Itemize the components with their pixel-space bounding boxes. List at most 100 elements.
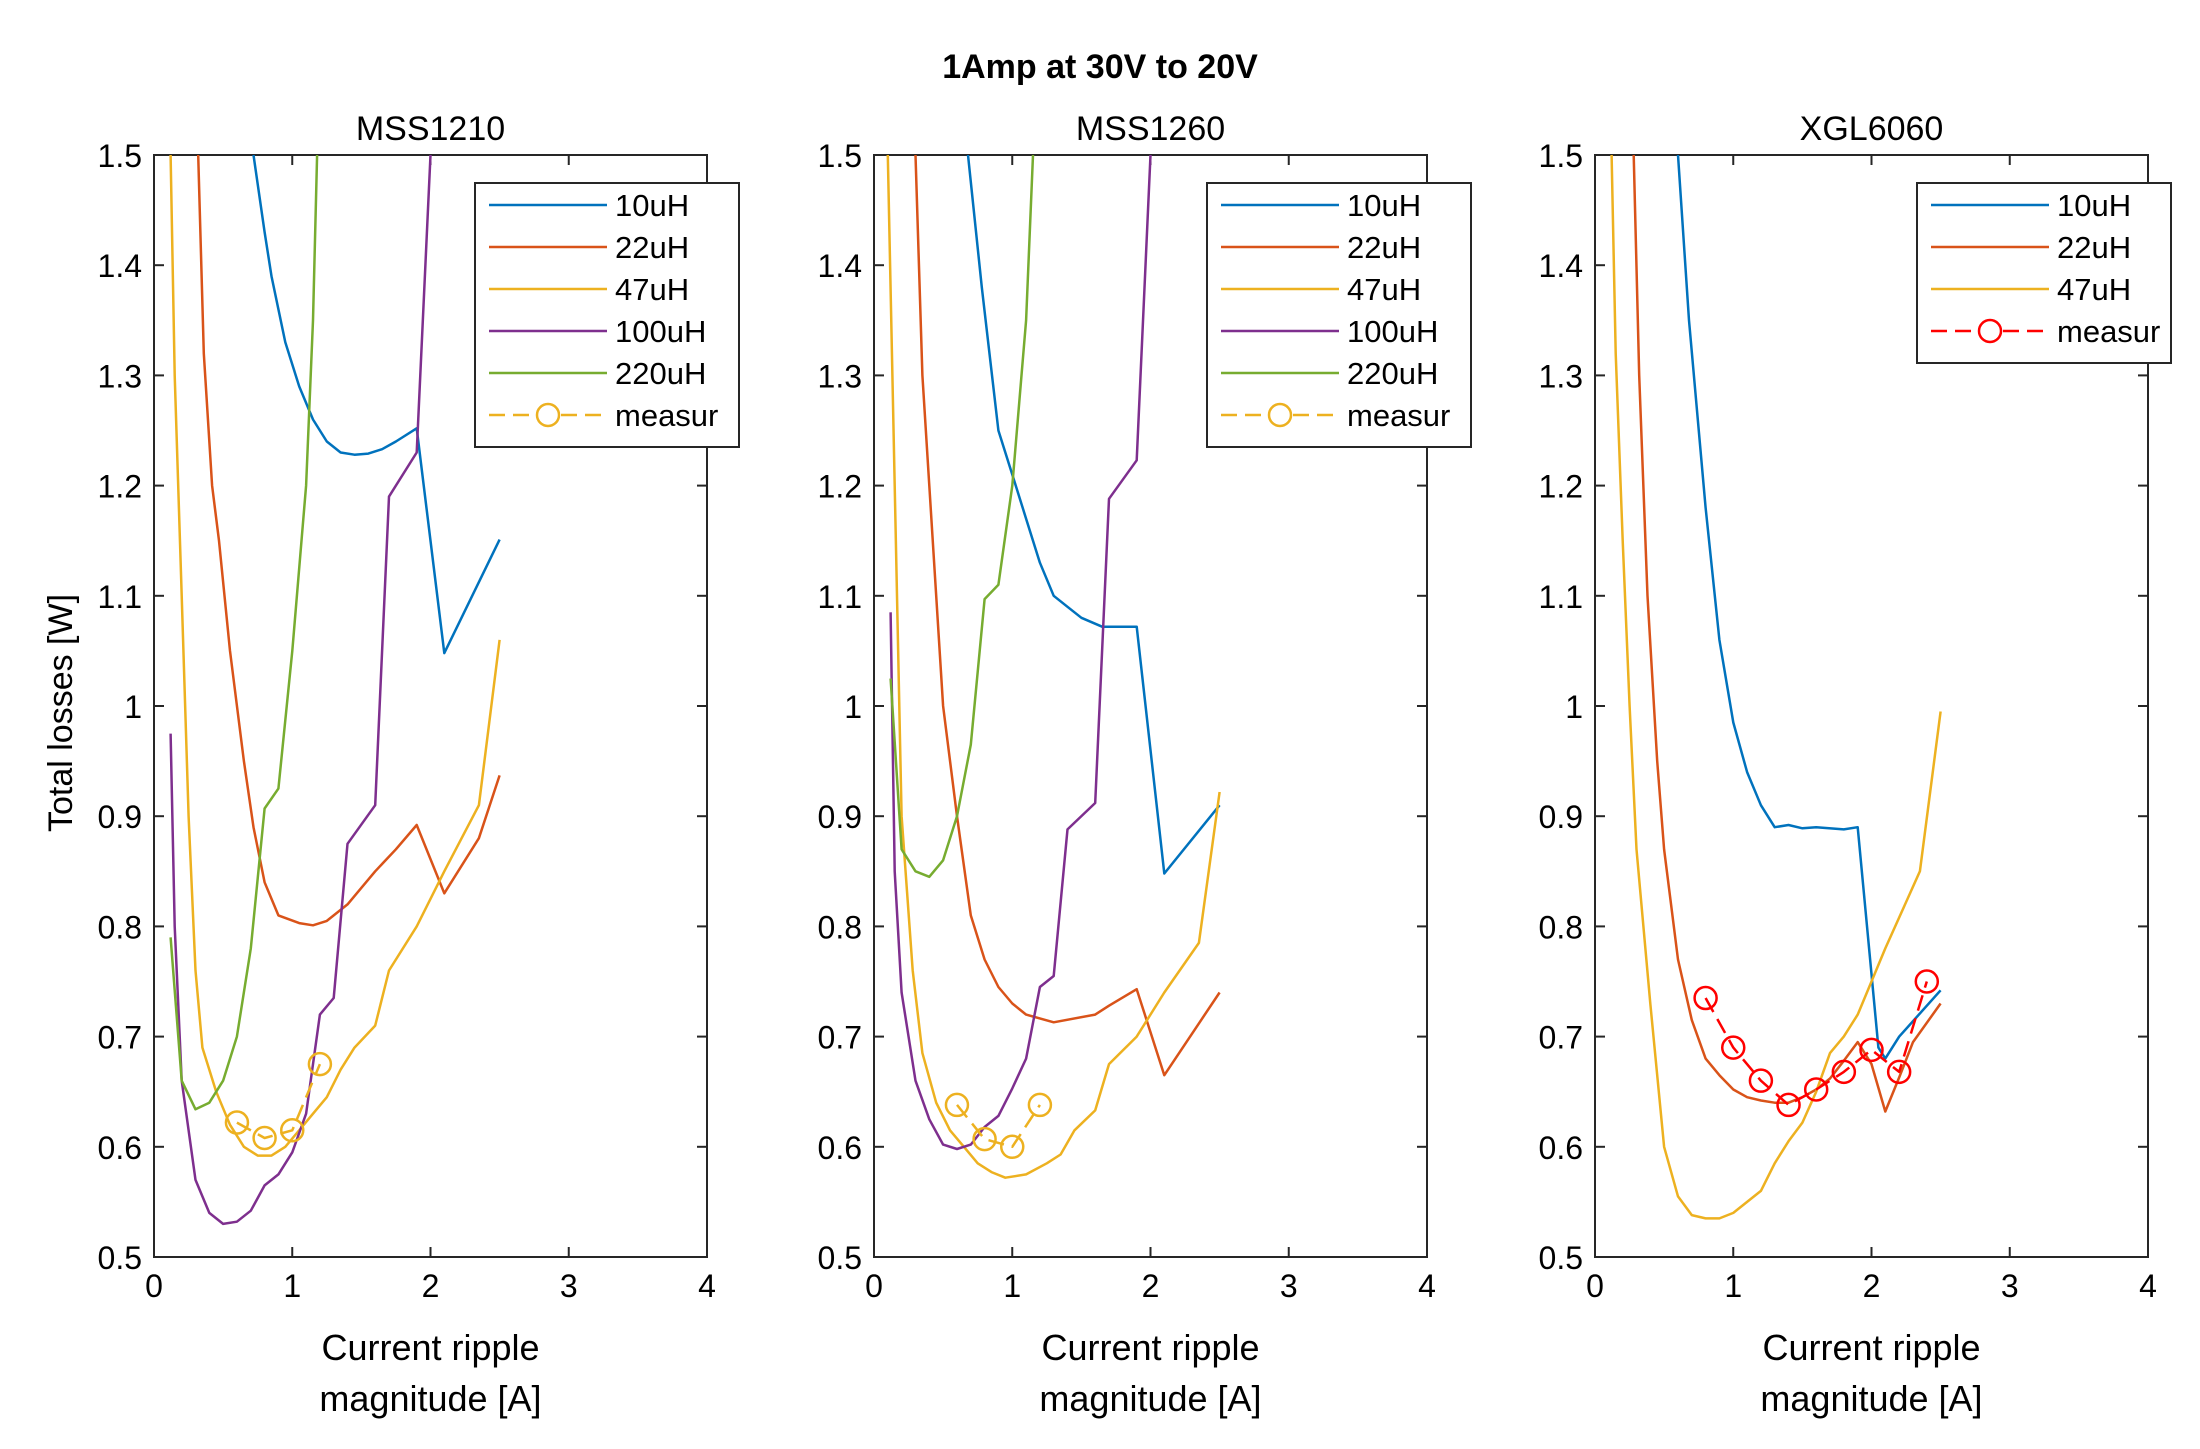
series-line-22uH — [1632, 155, 1942, 1113]
y-tick-label: 0.8 — [98, 909, 142, 945]
y-tick-label: 1.5 — [1539, 138, 1583, 174]
data-point-measur — [1693, 985, 1718, 1011]
y-tick-label: 0.9 — [98, 799, 142, 835]
figure-title: 1Amp at 30V to 20V — [942, 48, 1258, 86]
x-axis-label-line2: magnitude [A] — [1760, 1378, 1982, 1419]
y-tick-label: 0.7 — [1539, 1020, 1583, 1056]
y-tick-label: 0.5 — [818, 1240, 862, 1276]
data-point-measur — [1000, 1134, 1025, 1160]
y-tick-label: 1.3 — [1539, 358, 1583, 394]
legend: 10uH 22uH 47uH 100uH 220uH measur — [1206, 182, 1472, 448]
legend-label-47uH: 47uH — [1347, 272, 1421, 307]
subplot-mss1210: MSS1210 0.5 0.6 0.7 0.8 0.9 1 1.1 1.2 1.3 1.4 1.5 0 1… — [98, 110, 740, 1419]
y-tick-label: 0.6 — [818, 1130, 862, 1166]
legend-label-22uH: 22uH — [1347, 230, 1421, 265]
legend-label-220uH: 220uH — [1347, 356, 1438, 391]
y-tick-label: 1.1 — [98, 579, 142, 615]
data-point-measur — [1914, 969, 1940, 994]
series-line-10uH — [1676, 155, 1942, 1060]
legend-marker-measur — [1977, 318, 2003, 344]
x-tick-label: 1 — [1003, 1268, 1021, 1304]
y-tick-label: 0.8 — [818, 909, 862, 945]
series-line-220uH — [889, 155, 1035, 879]
legend-label-measur: measur — [1347, 398, 1450, 433]
y-tick-label: 1.1 — [1539, 579, 1583, 615]
series-line-10uH — [966, 155, 1221, 875]
x-tick-label: 0 — [1586, 1268, 1604, 1304]
y-tick-label: 0.7 — [818, 1020, 862, 1056]
legend-label-100uH: 100uH — [615, 314, 706, 349]
legend-label-220uH: 220uH — [615, 356, 706, 391]
subplot-title: XGL6060 — [1800, 110, 1944, 148]
x-tick-label: 1 — [283, 1268, 301, 1304]
data-point-measur — [1027, 1092, 1053, 1118]
data-point-measur — [280, 1118, 305, 1143]
series-line-measur — [1704, 981, 1928, 1107]
series-line-47uH — [169, 155, 501, 1157]
x-tick-label: 3 — [1280, 1268, 1298, 1304]
x-axis-label-line2: magnitude [A] — [319, 1378, 541, 1419]
y-tick-label: 1.4 — [98, 248, 142, 284]
plot-area — [169, 155, 501, 1226]
y-tick-label: 1 — [844, 689, 862, 725]
legend-label-10uH: 10uH — [615, 188, 689, 223]
legend-box — [474, 182, 740, 448]
y-tick-label: 0.6 — [98, 1130, 142, 1166]
legend-label-47uH: 47uH — [615, 272, 689, 307]
data-point-measur — [1748, 1068, 1774, 1093]
data-point-measur — [1721, 1035, 1746, 1060]
subplot-title: MSS1260 — [1076, 110, 1225, 148]
series-line-220uH — [169, 155, 319, 1111]
series-line-10uH — [252, 155, 501, 655]
y-tick-label: 1.2 — [1539, 469, 1583, 505]
legend-label-22uH: 22uH — [615, 230, 689, 265]
series-line-100uH — [169, 155, 432, 1226]
y-tick-label: 1 — [1565, 689, 1583, 725]
data-point-measur — [1859, 1037, 1884, 1063]
series-line-100uH — [889, 155, 1152, 1151]
y-axis-label: Total losses [W] — [42, 594, 80, 832]
y-tick-label: 1.4 — [818, 248, 862, 284]
legend-label-measur: measur — [2057, 314, 2160, 349]
x-tick-label: 2 — [1142, 1268, 1160, 1304]
y-tick-label: 0.5 — [98, 1240, 142, 1276]
x-tick-label: 2 — [422, 1268, 440, 1304]
y-tick-label: 1.3 — [818, 358, 862, 394]
x-tick-label: 4 — [698, 1268, 716, 1304]
y-tick-label: 0.5 — [1539, 1240, 1583, 1276]
y-tick-label: 0.7 — [98, 1020, 142, 1056]
data-point-measur — [307, 1051, 333, 1077]
y-tick-label: 1.4 — [1539, 248, 1583, 284]
series-line-22uH — [196, 155, 501, 927]
legend-label-measur: measur — [615, 398, 718, 433]
data-point-measur — [1803, 1077, 1829, 1102]
x-axis-label: Current ripple — [321, 1327, 539, 1368]
x-tick-label: 3 — [560, 1268, 578, 1304]
series-line-measur — [956, 1104, 1041, 1149]
legend: 10uH 22uH 47uH measur — [1916, 182, 2172, 364]
x-axis-label-line2: magnitude [A] — [1039, 1378, 1261, 1419]
plot-area — [886, 155, 1221, 1179]
legend-label-47uH: 47uH — [2057, 272, 2131, 307]
y-tick-label: 1.5 — [98, 138, 142, 174]
legend-label-100uH: 100uH — [1347, 314, 1438, 349]
series-line-22uH — [914, 155, 1221, 1077]
series-line-measur — [236, 1063, 322, 1140]
subplot-xgl6060: XGL6060 0.5 0.6 0.7 0.8 0.9 1 1.1 1.2 1.3 1.4 1.5 0 1… — [1539, 110, 2172, 1419]
x-tick-label: 4 — [2139, 1268, 2157, 1304]
series-line-47uH — [886, 155, 1221, 1179]
data-point-measur — [252, 1125, 277, 1151]
subplot-title: MSS1210 — [356, 110, 505, 148]
y-tick-label: 0.6 — [1539, 1130, 1583, 1166]
y-tick-label: 1.2 — [98, 469, 142, 505]
x-tick-label: 4 — [1418, 1268, 1436, 1304]
subplot-mss1260: MSS1260 0.5 0.6 0.7 0.8 0.9 1 1.1 1.2 1.3 1.4 1.5 0 1… — [818, 110, 1472, 1419]
plot-area — [1610, 155, 1942, 1220]
y-tick-label: 1.2 — [818, 469, 862, 505]
x-axis-label: Current ripple — [1041, 1327, 1259, 1368]
legend-marker-measur — [535, 402, 561, 428]
subplots: MSS1210 0.5 0.6 0.7 0.8 0.9 1 1.1 1.2 1.3 1.4 1.5 0 1… — [98, 110, 2172, 1419]
x-tick-label: 0 — [865, 1268, 883, 1304]
y-tick-label: 1.1 — [818, 579, 862, 615]
